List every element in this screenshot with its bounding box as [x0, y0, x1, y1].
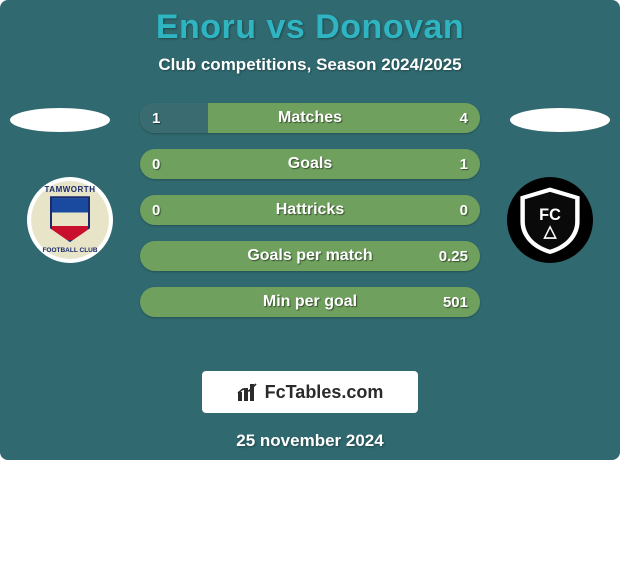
stat-label: Goals	[140, 149, 480, 179]
club-badge-right: FC △	[507, 177, 593, 263]
svg-text:△: △	[543, 222, 557, 240]
stat-value-right: 0.25	[439, 241, 468, 271]
stat-value-left: 0	[152, 149, 160, 179]
stat-label: Goals per match	[140, 241, 480, 271]
stat-row: Goals0 1	[140, 149, 480, 179]
flag-right	[510, 108, 610, 132]
stat-row: Min per goal501	[140, 287, 480, 317]
brand-badge[interactable]: FcTables.com	[202, 371, 418, 413]
stat-label: Matches	[140, 103, 480, 133]
brand-text: FcTables.com	[265, 382, 384, 403]
stat-rows: Matches14Goals01Hattricks00Goals per mat…	[140, 103, 480, 333]
stat-value-right: 0	[460, 195, 468, 225]
stat-value-right: 1	[460, 149, 468, 179]
page-title: Enoru vs Donovan	[0, 8, 620, 47]
subtitle: Club competitions, Season 2024/2025	[0, 55, 620, 75]
stat-row: Goals per match0.25	[140, 241, 480, 271]
comparison-card: Enoru vs Donovan Club competitions, Seas…	[0, 0, 620, 460]
club-badge-left	[27, 177, 113, 263]
stat-row: Matches1 4	[140, 103, 480, 133]
stat-row: Hattricks0 0	[140, 195, 480, 225]
stat-value-right: 501	[443, 287, 468, 317]
bars-icon	[237, 382, 259, 402]
stat-label: Min per goal	[140, 287, 480, 317]
fc-shield-icon: FC △	[513, 183, 587, 257]
flag-left	[10, 108, 110, 132]
stats-arena: FC △ Matches14Goals01Hattricks00Goals pe…	[0, 103, 620, 353]
stat-label: Hattricks	[140, 195, 480, 225]
stat-value-left: 1	[152, 103, 160, 133]
stat-value-right: 4	[460, 103, 468, 133]
tamworth-crest-icon	[31, 181, 109, 259]
date-text: 25 november 2024	[0, 431, 620, 451]
svg-text:FC: FC	[539, 206, 561, 224]
stat-value-left: 0	[152, 195, 160, 225]
